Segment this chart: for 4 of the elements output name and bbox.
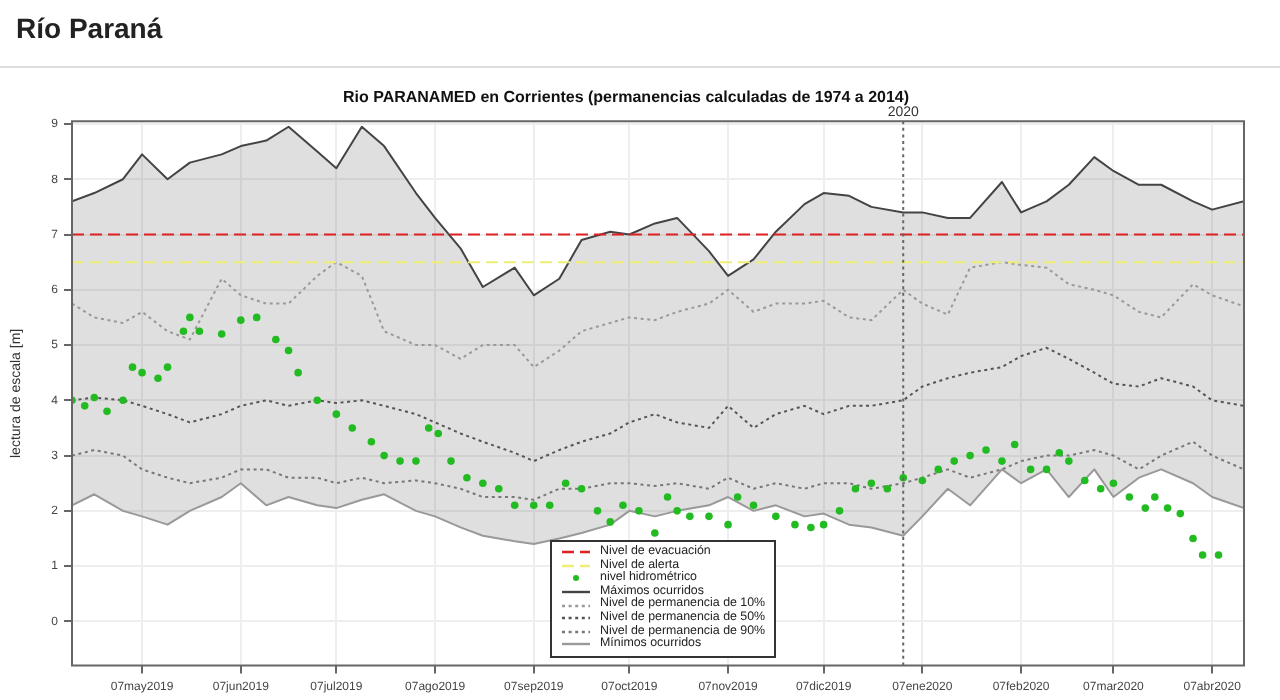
chart-title: Río Paraná — [16, 12, 163, 44]
line-series — [72, 261, 1244, 369]
line-series — [72, 346, 1244, 463]
chart-subtitle: Rio PARANAMED en Corrientes (permanencias calculadas de 1974 a 2014) — [342, 88, 910, 107]
